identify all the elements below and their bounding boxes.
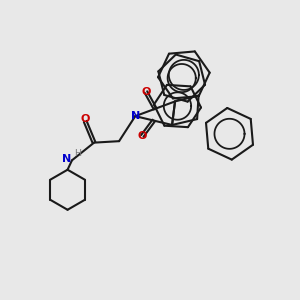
Text: O: O <box>138 131 147 141</box>
Text: O: O <box>141 87 151 97</box>
Text: N: N <box>62 154 71 164</box>
Text: H: H <box>74 149 81 158</box>
Text: O: O <box>80 114 90 124</box>
Text: N: N <box>131 111 140 121</box>
